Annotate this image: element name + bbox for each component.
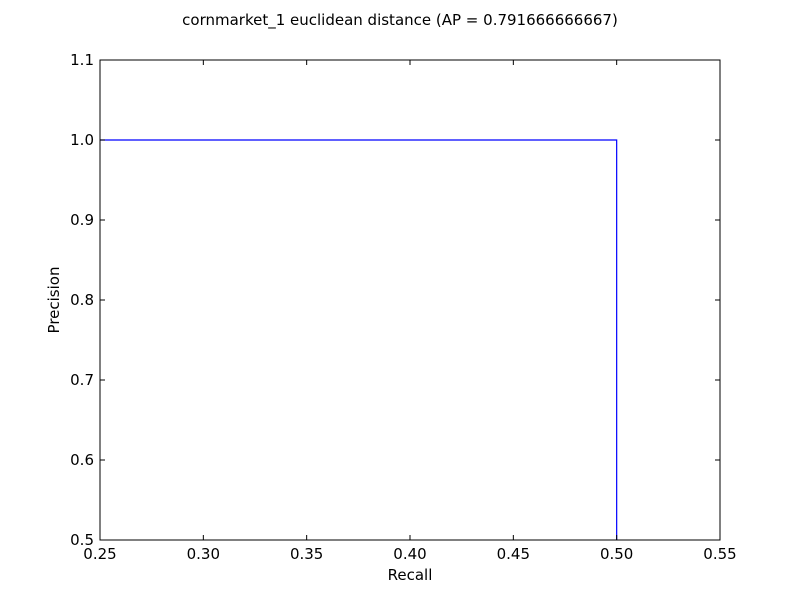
y-tick-label: 0.9 xyxy=(70,211,94,229)
y-tick-label: 1.0 xyxy=(70,131,94,149)
x-tick-label: 0.25 xyxy=(83,545,116,563)
y-axis-label: Precision xyxy=(45,267,63,334)
y-tick-label: 1.1 xyxy=(70,51,94,69)
x-axis-ticks: 0.25 0.30 0.35 0.40 0.45 0.50 0.55 xyxy=(83,60,737,563)
plot-frame xyxy=(99,59,721,541)
x-axis-label: Recall xyxy=(388,566,433,584)
x-tick-label: 0.40 xyxy=(393,545,426,563)
chart-title: cornmarket_1 euclidean distance (AP = 0.… xyxy=(182,11,618,30)
x-tick-label: 0.35 xyxy=(290,545,323,563)
x-tick-label: 0.50 xyxy=(600,545,633,563)
series-line-0 xyxy=(100,139,618,540)
series-layer xyxy=(100,139,618,540)
y-tick-label: 0.5 xyxy=(70,531,94,549)
x-tick-label: 0.30 xyxy=(187,545,220,563)
x-tick-label: 0.45 xyxy=(497,545,530,563)
y-tick-label: 0.8 xyxy=(70,291,94,309)
y-tick-label: 0.6 xyxy=(70,451,94,469)
x-tick-label: 0.55 xyxy=(703,545,736,563)
y-axis-ticks: 0.5 0.6 0.7 0.8 0.9 1.0 1.1 xyxy=(70,51,720,549)
y-tick-label: 0.7 xyxy=(70,371,94,389)
